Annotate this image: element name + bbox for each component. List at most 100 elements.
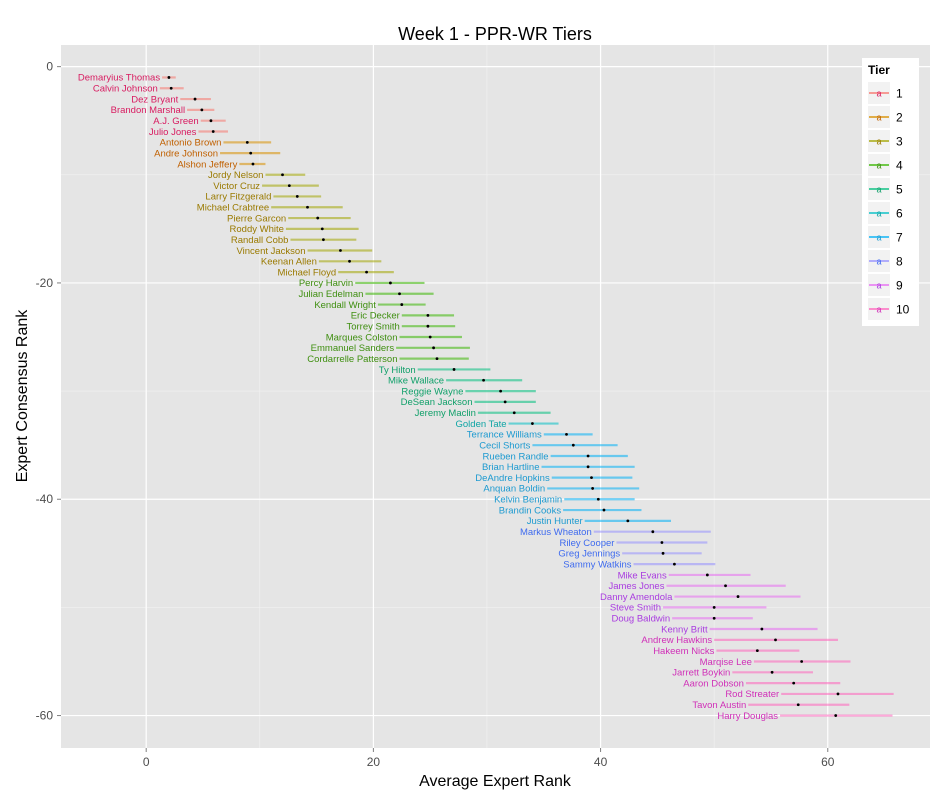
player-label: Brandin Cooks xyxy=(499,505,562,516)
player-label: Alshon Jeffery xyxy=(177,159,237,170)
data-point xyxy=(245,140,249,144)
data-point xyxy=(531,422,534,425)
player-mark: Percy Harvin xyxy=(299,278,425,289)
player-label: Victor Cruz xyxy=(213,181,260,192)
data-point xyxy=(596,497,600,501)
data-point xyxy=(426,324,430,328)
player-mark: Julio Jones xyxy=(149,127,228,138)
player-mark: Torrey Smith xyxy=(346,322,456,333)
data-point xyxy=(398,292,401,296)
legend: Tier a 1a 2a 3a 4a 5a 6a 7a 8a 9a 10 xyxy=(862,58,919,326)
x-tick-label: 60 xyxy=(821,755,835,769)
data-point xyxy=(249,151,253,155)
player-label: Demaryius Thomas xyxy=(78,73,160,84)
player-mark: Keenan Allen xyxy=(261,257,382,268)
data-point xyxy=(736,595,740,598)
data-point xyxy=(339,249,342,252)
player-mark: Harry Douglas xyxy=(717,711,893,722)
player-label: Markus Wheaton xyxy=(520,527,592,538)
player-label: Vincent Jackson xyxy=(236,246,305,257)
legend-label: 6 xyxy=(896,207,903,221)
player-label: Eric Decker xyxy=(351,311,400,322)
player-label: Greg Jennings xyxy=(558,549,620,560)
player-mark: Doug Baldwin xyxy=(612,614,753,625)
player-label: Julian Edelman xyxy=(298,289,363,300)
chart-title: Week 1 - PPR-WR Tiers xyxy=(398,24,592,44)
player-mark: Antonio Brown xyxy=(160,138,272,149)
player-label: Reggie Wayne xyxy=(401,386,463,397)
data-point xyxy=(365,270,368,274)
legend-label: 10 xyxy=(896,303,910,317)
player-label: Jarrett Boykin xyxy=(672,668,730,679)
player-mark: Victor Cruz xyxy=(213,181,319,192)
y-tick-label: 0 xyxy=(46,60,53,74)
data-point xyxy=(169,86,173,90)
player-label: Randall Cobb xyxy=(231,235,289,246)
player-label: Hakeem Nicks xyxy=(653,646,714,657)
player-mark: Cecil Shorts xyxy=(479,440,618,451)
data-point xyxy=(705,573,709,577)
player-label: Danny Amendola xyxy=(600,592,673,603)
legend-key-glyph: a xyxy=(876,305,881,315)
player-label: Marqise Lee xyxy=(700,657,752,668)
data-point xyxy=(348,259,351,263)
player-label: Anquan Boldin xyxy=(483,484,545,495)
player-label: Riley Cooper xyxy=(560,538,615,549)
player-mark: DeSean Jackson xyxy=(401,397,536,408)
player-mark: Julian Edelman xyxy=(298,289,434,300)
data-point xyxy=(426,313,430,317)
player-label: Cordarrelle Patterson xyxy=(307,354,397,365)
player-label: Antonio Brown xyxy=(160,138,222,149)
player-label: Marques Colston xyxy=(326,332,398,343)
y-tick-label: -40 xyxy=(36,492,54,506)
player-label: Ty Hilton xyxy=(379,365,416,376)
player-mark: Kendall Wright xyxy=(314,300,426,311)
minor-gridlines xyxy=(61,45,930,748)
player-mark: Emmanuel Sanders xyxy=(311,343,470,354)
player-mark: James Jones xyxy=(608,581,786,592)
player-mark: Michael Floyd xyxy=(278,267,394,278)
player-mark: Andre Johnson xyxy=(154,148,281,159)
data-point xyxy=(322,238,325,242)
player-mark: Jarrett Boykin xyxy=(672,668,813,679)
player-mark: Mike Wallace xyxy=(388,376,523,387)
player-mark: Tavon Austin xyxy=(692,700,850,711)
player-label: Steve Smith xyxy=(610,603,661,614)
data-point xyxy=(565,432,568,436)
data-point xyxy=(428,335,432,339)
player-label: Dez Bryant xyxy=(131,94,178,105)
data-point xyxy=(755,649,759,653)
player-label: Andrew Hawkins xyxy=(641,635,712,646)
player-label: Julio Jones xyxy=(149,127,197,138)
player-mark: Brian Hartline xyxy=(482,462,635,473)
player-mark: Kelvin Benjamin xyxy=(494,495,635,506)
y-axis: 0 -20 -40 -60 xyxy=(36,60,61,723)
player-label: Aaron Dobson xyxy=(683,678,744,689)
player-label: Mike Wallace xyxy=(388,376,444,387)
data-point xyxy=(503,400,507,404)
player-mark: Golden Tate xyxy=(456,419,559,430)
x-tick-label: 0 xyxy=(143,755,150,769)
legend-key-glyph: a xyxy=(876,113,881,123)
data-point xyxy=(389,281,392,285)
data-point xyxy=(770,670,774,674)
legend-key-glyph: a xyxy=(876,233,881,243)
player-label: James Jones xyxy=(608,581,664,592)
player-mark: Calvin Johnson xyxy=(93,84,184,95)
data-point xyxy=(586,465,590,469)
player-mark: Aaron Dobson xyxy=(683,678,841,689)
y-axis-title: Expert Consensus Rank xyxy=(14,309,31,483)
player-label: A.J. Green xyxy=(153,116,198,127)
legend-keys: a 1a 2a 3a 4a 5a 6a 7a 8a 9a 10 xyxy=(868,82,910,320)
player-mark: Cordarrelle Patterson xyxy=(307,354,469,365)
player-label: Mike Evans xyxy=(618,570,667,581)
legend-key-glyph: a xyxy=(876,281,881,291)
data-point xyxy=(400,303,404,306)
legend-label: 2 xyxy=(896,111,903,125)
player-label: Rod Streater xyxy=(725,689,779,700)
data-point xyxy=(512,411,516,415)
